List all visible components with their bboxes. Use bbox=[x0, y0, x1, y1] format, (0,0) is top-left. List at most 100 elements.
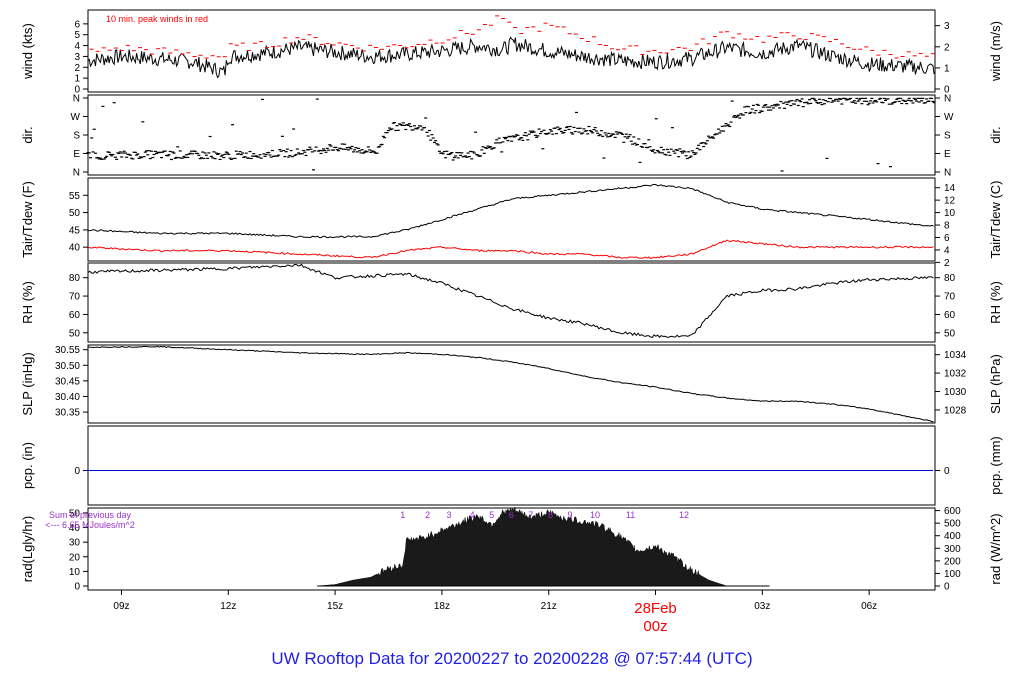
rh-right-axis-label: 70 bbox=[944, 292, 956, 303]
slp-right-axis-label: 1028 bbox=[944, 405, 967, 416]
dir-left-axis-label: S bbox=[73, 131, 80, 142]
rad-sum-annotation: Sum of previous day bbox=[49, 510, 132, 520]
pcp-panel-frame bbox=[87, 425, 936, 506]
rh-right-ylabel: RH (%) bbox=[988, 281, 1003, 324]
x-axis-label: 15z bbox=[327, 601, 343, 612]
rad-hour-label: 7 bbox=[528, 510, 533, 520]
dir-left-axis-label: E bbox=[73, 149, 80, 160]
rad-hour-label: 3 bbox=[447, 510, 452, 520]
rad-panel-frame bbox=[87, 507, 936, 591]
wind-right-axis-label: 2 bbox=[944, 42, 950, 53]
rad-hour-label: 6 bbox=[509, 510, 514, 520]
wind-left-ylabel: wind (kts) bbox=[20, 23, 35, 80]
temp-right-axis-label: 12 bbox=[944, 196, 956, 207]
rad-right-axis-label: 100 bbox=[944, 569, 961, 580]
dir-left-axis-label: N bbox=[73, 94, 80, 105]
rad-hour-label: 11 bbox=[626, 510, 635, 520]
tdew-line bbox=[87, 239, 934, 259]
x-axis-label: 09z bbox=[113, 601, 129, 612]
x-axis-midnight-label: 00z bbox=[643, 618, 667, 635]
temp-panel-frame bbox=[87, 177, 936, 262]
rh-right-axis-label: 60 bbox=[944, 310, 956, 321]
wind-right-axis-label: 3 bbox=[944, 21, 950, 32]
wind-left-axis-label: 0 bbox=[74, 85, 80, 96]
rad-hour-label: 2 bbox=[425, 510, 430, 520]
dir-panel-frame bbox=[87, 94, 936, 176]
rad-right-axis-label: 500 bbox=[944, 519, 961, 530]
slp-right-axis-label: 1032 bbox=[944, 369, 967, 380]
pcp-right-ylabel: pcp. (mm) bbox=[988, 436, 1003, 495]
x-axis-label: 21z bbox=[541, 601, 557, 612]
rh-left-ylabel: RH (%) bbox=[20, 281, 35, 324]
rad-left-axis-label: 20 bbox=[69, 552, 81, 563]
rad-right-ylabel: rad (W/m^2) bbox=[988, 513, 1003, 584]
dir-points bbox=[86, 97, 936, 172]
slp-left-axis-label: 30.45 bbox=[55, 376, 80, 387]
rh-left-axis-label: 80 bbox=[69, 273, 81, 284]
dir-right-axis-label: S bbox=[944, 131, 951, 142]
rh-panel-frame bbox=[87, 262, 936, 343]
temp-left-axis-label: 45 bbox=[69, 225, 81, 236]
rad-left-axis-label: 50 bbox=[69, 508, 81, 519]
x-axis-label: 18z bbox=[434, 601, 450, 612]
rad-right-axis-label: 0 bbox=[944, 582, 950, 593]
dir-left-axis-label: W bbox=[71, 112, 81, 123]
wind-annotation: 10 min. peak winds in red bbox=[106, 14, 208, 24]
temp-right-axis-label: 2 bbox=[944, 258, 950, 269]
slp-left-axis-label: 30.40 bbox=[55, 392, 80, 403]
wind-right-ylabel: wind (m/s) bbox=[988, 21, 1003, 82]
temp-right-axis-label: 4 bbox=[944, 245, 950, 256]
page-title: UW Rooftop Data for 20200227 to 20200228… bbox=[271, 649, 753, 668]
x-axis-label: 06z bbox=[861, 601, 877, 612]
wind-panel-frame bbox=[87, 9, 936, 93]
temp-left-ylabel: Tair/Tdew (F) bbox=[20, 181, 35, 258]
pcp-right-axis-label: 0 bbox=[944, 466, 950, 477]
temp-right-axis-label: 6 bbox=[944, 233, 950, 244]
rh-left-axis-label: 60 bbox=[69, 310, 81, 321]
slp-right-axis-label: 1030 bbox=[944, 387, 967, 398]
slp-right-ylabel: SLP (hPa) bbox=[988, 354, 1003, 414]
rad-hour-label: 8 bbox=[548, 510, 553, 520]
rad-left-axis-label: 30 bbox=[69, 538, 81, 549]
wind-left-axis-label: 3 bbox=[74, 52, 80, 63]
rad-left-axis-label: 0 bbox=[74, 582, 80, 593]
slp-panel-frame bbox=[87, 344, 936, 424]
rad-left-axis-label: 40 bbox=[69, 523, 81, 534]
rh-right-axis-label: 80 bbox=[944, 273, 956, 284]
rad-hour-label: 12 bbox=[679, 510, 689, 520]
slp-left-axis-label: 30.35 bbox=[55, 408, 80, 419]
dir-right-ylabel: dir. bbox=[988, 126, 1003, 143]
slp-left-axis-label: 30.50 bbox=[55, 361, 80, 372]
rad-hour-label: 5 bbox=[489, 510, 494, 520]
x-axis-label: 03z bbox=[754, 601, 770, 612]
rh-line bbox=[87, 263, 934, 339]
x-axis-date-label: 28Feb bbox=[634, 600, 677, 617]
pcp-left-ylabel: pcp. (in) bbox=[20, 442, 35, 489]
dir-right-axis-label: W bbox=[944, 112, 954, 123]
rad-hour-label: 1 bbox=[400, 510, 405, 520]
temp-left-axis-label: 40 bbox=[69, 243, 81, 254]
x-axis-label: 12z bbox=[220, 601, 236, 612]
rad-right-axis-label: 300 bbox=[944, 544, 961, 555]
wind-left-axis-label: 2 bbox=[74, 63, 80, 74]
rad-hour-label: 9 bbox=[568, 510, 573, 520]
wind-right-axis-label: 1 bbox=[944, 63, 950, 74]
rh-left-axis-label: 70 bbox=[69, 292, 81, 303]
dir-right-axis-label: E bbox=[944, 149, 951, 160]
rad-right-axis-label: 200 bbox=[944, 556, 961, 567]
rad-area bbox=[317, 507, 727, 587]
dir-right-axis-label: N bbox=[944, 94, 951, 105]
wind-left-axis-label: 5 bbox=[74, 30, 80, 41]
rh-right-axis-label: 50 bbox=[944, 328, 956, 339]
temp-left-axis-label: 55 bbox=[69, 191, 81, 202]
wind-left-axis-label: 4 bbox=[74, 41, 80, 52]
temp-left-axis-label: 50 bbox=[69, 208, 81, 219]
wind-speed-line bbox=[87, 36, 935, 79]
rad-sum-value: <--- 6.65 MJoules/m^2 bbox=[45, 520, 135, 530]
rad-right-axis-label: 600 bbox=[944, 506, 961, 517]
slp-left-ylabel: SLP (inHg) bbox=[20, 352, 35, 415]
rh-left-axis-label: 50 bbox=[69, 328, 81, 339]
slp-line bbox=[87, 345, 934, 423]
pcp-left-axis-label: 0 bbox=[74, 466, 80, 477]
